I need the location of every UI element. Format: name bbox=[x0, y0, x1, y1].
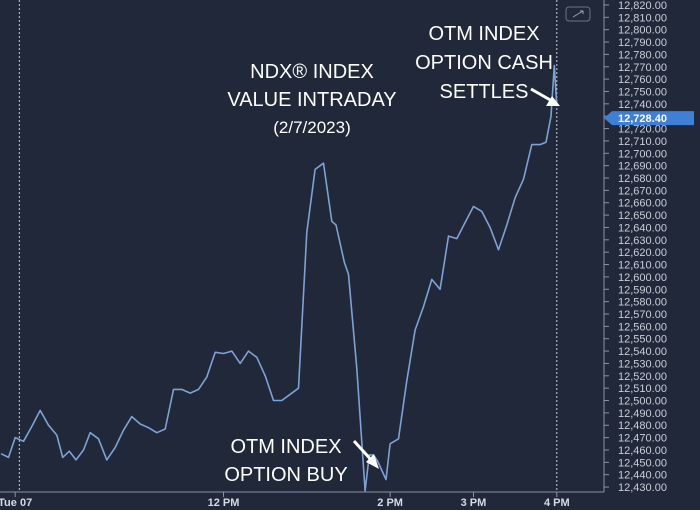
y-tick-label: 12,470.00 bbox=[618, 433, 667, 445]
y-tick-label: 12,720.00 bbox=[618, 124, 667, 136]
y-tick-label: 12,710.00 bbox=[618, 136, 667, 148]
y-tick-label: 12,510.00 bbox=[618, 383, 667, 395]
buy-annotation-line1: OTM INDEX bbox=[230, 436, 341, 458]
x-tick-label: 12 PM bbox=[208, 497, 240, 509]
chart-subtitle: (2/7/2023) bbox=[273, 118, 351, 137]
y-tick-label: 12,560.00 bbox=[618, 321, 667, 333]
y-tick-label: 12,540.00 bbox=[618, 346, 667, 358]
y-tick-label: 12,580.00 bbox=[618, 297, 667, 309]
last-price-label: 12,728.40 bbox=[618, 113, 667, 125]
y-tick-label: 12,570.00 bbox=[618, 309, 667, 321]
buy-annotation-line2: OPTION BUY bbox=[224, 464, 347, 486]
y-tick-label: 12,490.00 bbox=[618, 408, 667, 420]
x-axis-ticks: Tue 07 12 PM 2 PM 3 PM 4 PM bbox=[0, 492, 570, 509]
y-tick-label: 12,520.00 bbox=[618, 371, 667, 383]
series-line-ndx bbox=[0, 64, 558, 492]
y-tick-label: 12,740.00 bbox=[618, 99, 667, 111]
y-tick-label: 12,810.00 bbox=[618, 12, 667, 24]
y-tick-label: 12,690.00 bbox=[618, 161, 667, 173]
y-tick-label: 12,630.00 bbox=[618, 235, 667, 247]
settle-annotation-line2: OPTION CASH bbox=[415, 52, 553, 74]
x-tick-label: 3 PM bbox=[461, 497, 487, 509]
chart-title-line2: VALUE INTRADAY bbox=[227, 89, 396, 111]
y-axis-ticks: 12,820.0012,810.0012,800.0012,790.0012,7… bbox=[604, 0, 667, 494]
x-tick-label: Tue 07 bbox=[0, 497, 32, 509]
y-tick-label: 12,760.00 bbox=[618, 74, 667, 86]
y-tick-label: 12,650.00 bbox=[618, 210, 667, 222]
expand-chart-icon[interactable] bbox=[565, 6, 591, 22]
x-tick-label: 4 PM bbox=[544, 497, 570, 509]
y-tick-label: 12,750.00 bbox=[618, 86, 667, 98]
y-tick-label: 12,530.00 bbox=[618, 358, 667, 370]
last-price-tag-shape bbox=[604, 111, 694, 126]
y-tick-label: 12,450.00 bbox=[618, 457, 667, 469]
y-tick-label: 12,660.00 bbox=[618, 198, 667, 210]
y-tick-label: 12,480.00 bbox=[618, 420, 667, 432]
y-tick-label: 12,600.00 bbox=[618, 272, 667, 284]
settle-annotation-line1: OTM INDEX bbox=[428, 23, 539, 45]
settle-annotation-line3: SETTLES bbox=[440, 81, 529, 103]
y-tick-label: 12,610.00 bbox=[618, 260, 667, 272]
y-tick-label: 12,620.00 bbox=[618, 247, 667, 259]
buy-arrow bbox=[352, 439, 379, 469]
y-tick-label: 12,670.00 bbox=[618, 185, 667, 197]
y-tick-label: 12,820.00 bbox=[618, 0, 667, 12]
y-tick-label: 12,800.00 bbox=[618, 25, 667, 37]
y-tick-label: 12,640.00 bbox=[618, 222, 667, 234]
x-tick-label: 2 PM bbox=[377, 497, 403, 509]
last-price-tag: 12,728.40 bbox=[604, 111, 694, 126]
y-tick-label: 12,460.00 bbox=[618, 445, 667, 457]
y-tick-label: 12,790.00 bbox=[618, 37, 667, 49]
y-tick-label: 12,430.00 bbox=[618, 482, 667, 494]
y-tick-label: 12,500.00 bbox=[618, 396, 667, 408]
y-tick-label: 12,680.00 bbox=[618, 173, 667, 185]
settle-arrow bbox=[530, 87, 560, 106]
y-tick-label: 12,440.00 bbox=[618, 470, 667, 482]
y-tick-label: 12,780.00 bbox=[618, 49, 667, 61]
y-tick-label: 12,770.00 bbox=[618, 62, 667, 74]
chart-title-line1: NDX® INDEX bbox=[250, 61, 374, 83]
y-tick-label: 12,550.00 bbox=[618, 334, 667, 346]
y-tick-label: 12,590.00 bbox=[618, 284, 667, 296]
y-tick-label: 12,700.00 bbox=[618, 148, 667, 160]
